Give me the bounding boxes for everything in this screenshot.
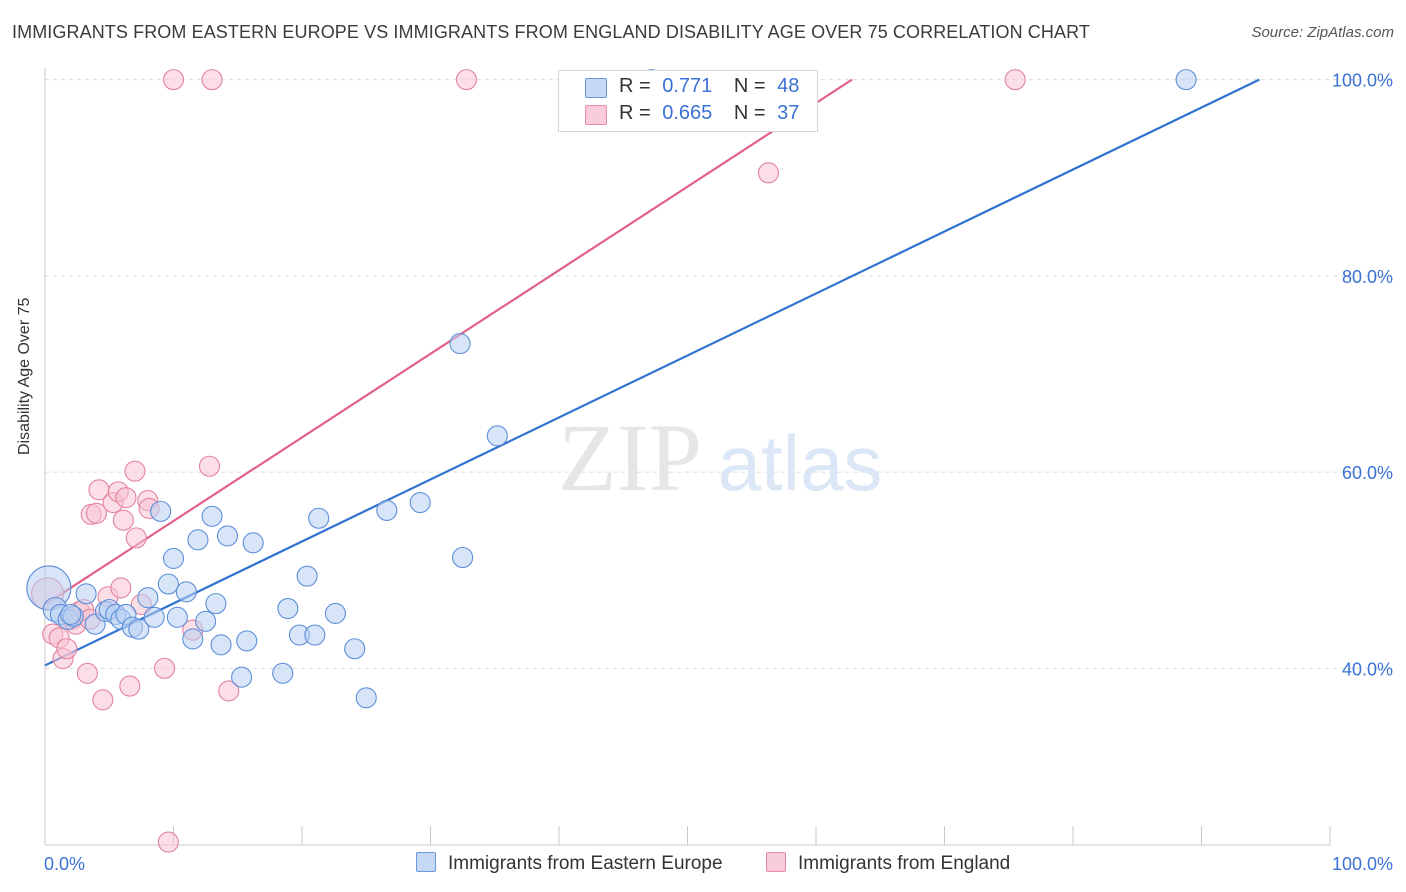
point-eastern-europe: [205, 593, 227, 615]
tick-labels: 40.0% 60.0% 80.0% 100.0% 0.0% 100.0%: [44, 71, 1393, 874]
point-england: [119, 675, 141, 697]
legend-item-england: Immigrants from England: [766, 852, 1010, 875]
point-england: [157, 831, 179, 853]
point-eastern-europe: [236, 630, 258, 652]
point-eastern-europe: [128, 618, 150, 640]
point-eastern-europe: [304, 624, 326, 646]
watermark-atlas: atlas: [718, 419, 883, 507]
trend-lines: [44, 78, 1260, 667]
legend-r-label: R =: [619, 75, 651, 97]
y-tick-label: 100.0%: [1332, 71, 1393, 91]
grid-lines: [45, 79, 1392, 669]
point-eastern-europe: [143, 606, 165, 628]
point-england: [1004, 69, 1026, 91]
y-axis-label: Disability Age Over 75: [16, 297, 33, 455]
point-eastern-europe: [216, 525, 239, 547]
point-england: [112, 509, 134, 531]
point-eastern-europe: [409, 491, 431, 514]
watermark: ZIP atlas: [558, 404, 882, 511]
legend-label: Immigrants from Eastern Europe: [448, 853, 723, 874]
point-eastern-europe: [272, 662, 294, 684]
point-eastern-europe: [231, 666, 253, 688]
point-eastern-europe: [308, 507, 330, 529]
point-eastern-europe: [296, 565, 318, 587]
point-england: [218, 680, 240, 702]
legend-item-eastern-europe: Immigrants from Eastern Europe: [416, 852, 723, 875]
series-eastern-europe-points: [26, 69, 1197, 709]
point-eastern-europe: [75, 583, 97, 605]
legend-r-value: 0.665: [662, 102, 713, 124]
source-label: Source: ZipAtlas.com: [1251, 24, 1394, 41]
point-england: [201, 69, 223, 91]
point-england: [92, 689, 114, 711]
point-eastern-europe: [60, 603, 82, 625]
point-england: [162, 69, 185, 91]
chart-title: IMMIGRANTS FROM EASTERN EUROPE VS IMMIGR…: [12, 22, 1090, 42]
point-eastern-europe: [150, 500, 172, 522]
x-tick-label: 100.0%: [1332, 854, 1393, 874]
point-eastern-europe: [210, 634, 232, 656]
point-eastern-europe: [201, 505, 223, 527]
legend-swatch-pink: [766, 852, 786, 872]
trend-line-eastern-europe: [44, 78, 1260, 667]
legend-swatch-pink: [585, 105, 607, 125]
point-england: [153, 657, 176, 679]
point-eastern-europe: [277, 597, 299, 620]
legend-n-label: N =: [733, 102, 766, 124]
point-england: [125, 527, 147, 549]
point-england: [455, 69, 478, 91]
y-tick-label: 60.0%: [1342, 463, 1393, 483]
correlation-legend: R = 0.771 N = 48 R = 0.665 N = 37: [558, 70, 818, 132]
legend-swatch-blue: [585, 78, 607, 98]
point-eastern-europe: [166, 606, 188, 628]
point-eastern-europe: [175, 581, 197, 603]
legend-label: Immigrants from England: [798, 853, 1011, 874]
legend-n-value: 48: [777, 75, 800, 97]
y-tick-label: 80.0%: [1342, 267, 1393, 287]
point-eastern-europe: [376, 499, 398, 521]
point-england: [198, 455, 221, 477]
point-england: [76, 662, 98, 684]
point-eastern-europe: [195, 610, 217, 632]
legend-n-value: 37: [777, 102, 800, 124]
watermark-zip: ZIP: [558, 404, 702, 511]
legend-r-label: R =: [619, 102, 651, 124]
trend-line-england: [44, 78, 853, 606]
x-tick-label: 0.0%: [44, 854, 85, 874]
point-eastern-europe: [449, 333, 471, 355]
point-england: [56, 638, 78, 660]
point-eastern-europe: [486, 425, 508, 447]
point-eastern-europe: [324, 602, 346, 624]
point-eastern-europe: [355, 687, 377, 709]
point-england: [757, 162, 780, 184]
point-eastern-europe: [242, 532, 264, 554]
point-england: [110, 577, 132, 599]
point-eastern-europe: [187, 529, 209, 551]
legend-swatch-blue: [416, 852, 436, 872]
point-england: [85, 502, 107, 524]
point-eastern-europe: [162, 547, 185, 570]
legend-r-value: 0.771: [662, 75, 713, 97]
y-tick-label: 40.0%: [1342, 659, 1393, 679]
point-eastern-europe: [137, 587, 159, 609]
point-eastern-europe: [182, 628, 204, 650]
point-eastern-europe: [1175, 69, 1197, 91]
legend-n-label: N =: [733, 75, 766, 97]
point-eastern-europe: [452, 546, 474, 569]
point-england: [115, 487, 137, 509]
point-eastern-europe: [157, 573, 179, 595]
point-eastern-europe: [344, 638, 366, 660]
point-england: [124, 460, 146, 482]
